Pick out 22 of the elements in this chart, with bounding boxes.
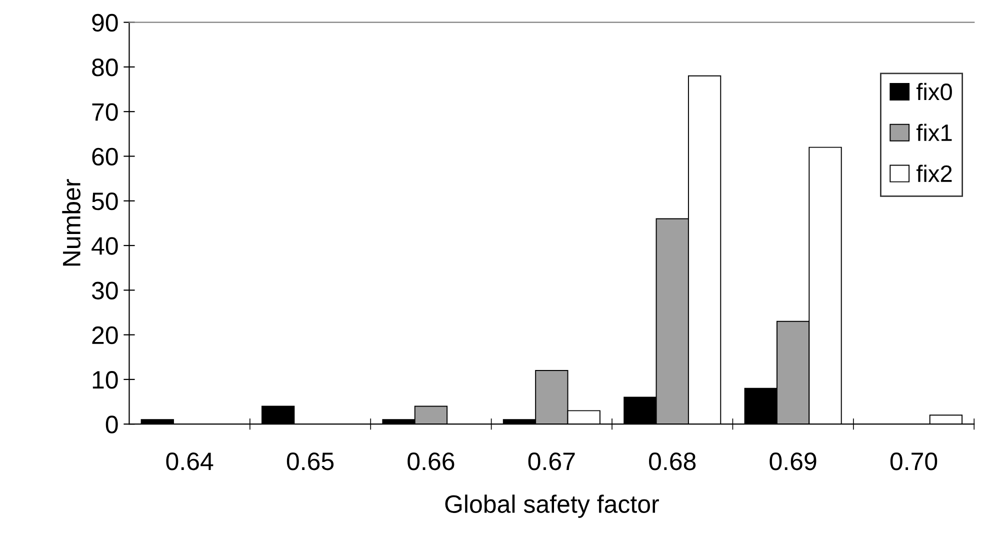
y-tick-label: 60	[92, 148, 118, 166]
y-tick-label: 10	[92, 371, 118, 389]
x-tick-label: 0.70	[890, 452, 938, 470]
x-tick-label: 0.67	[528, 452, 575, 470]
y-axis-title: Number	[62, 179, 80, 266]
x-tick-label: 0.65	[286, 452, 334, 470]
legend-label: fix2	[916, 164, 952, 182]
y-tick-label: 50	[92, 192, 118, 210]
y-tick-label: 70	[92, 103, 118, 121]
x-tick-label: 0.64	[166, 452, 214, 470]
legend-label: fix0	[916, 82, 952, 100]
y-tick-label: 30	[92, 282, 118, 300]
legend-label: fix1	[916, 124, 952, 141]
y-tick-label: 0	[106, 416, 118, 434]
y-tick-label: 90	[92, 14, 118, 32]
y-tick-label: 40	[92, 237, 118, 255]
x-tick-label: 0.69	[770, 452, 816, 470]
y-tick-label: 80	[92, 58, 118, 76]
x-axis-title: Global safety factor	[445, 494, 659, 518]
x-tick-label: 0.68	[649, 452, 696, 470]
y-tick-label: 20	[92, 326, 118, 344]
x-tick-label: 0.66	[408, 452, 454, 470]
